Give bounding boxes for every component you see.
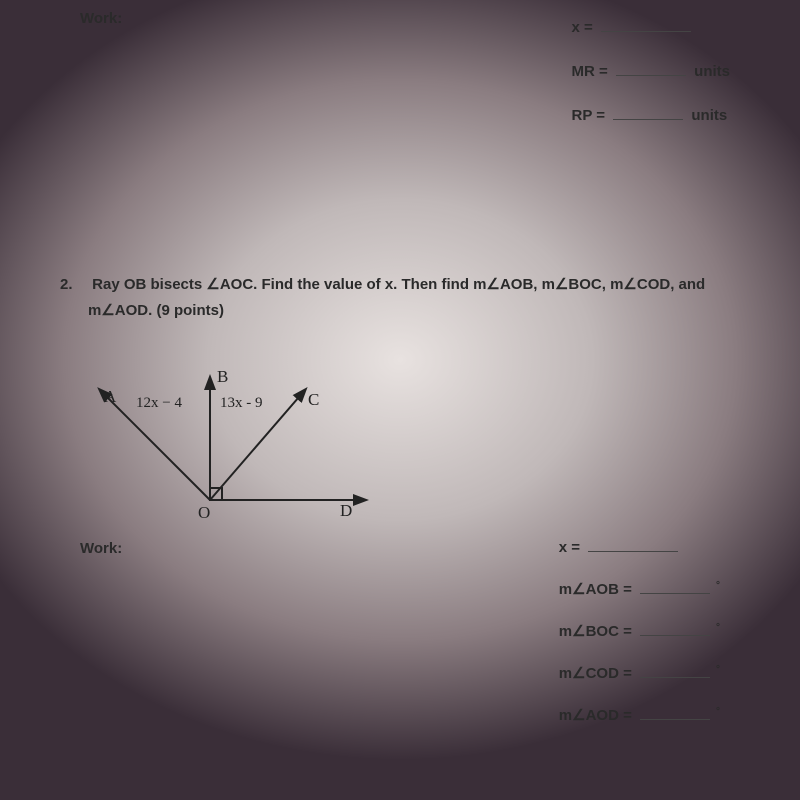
answer2-x-row: x = bbox=[559, 540, 720, 555]
deg-icon: ° bbox=[716, 706, 720, 717]
top-answers-block: x = MR = units RP = units bbox=[572, 10, 730, 142]
label-o: O bbox=[198, 503, 210, 522]
problem-line2: m∠AOD. (9 points) bbox=[88, 302, 224, 319]
answer2-x-label: x = bbox=[559, 539, 580, 556]
deg-icon: ° bbox=[716, 622, 720, 633]
answer-x-label: x = bbox=[572, 19, 593, 36]
work-label-bottom: Work: bbox=[80, 540, 122, 557]
bottom-answers-block: x = m∠AOB = ° m∠BOC = ° m∠COD = ° m∠AOD … bbox=[559, 540, 720, 749]
problem-2: 2. Ray OB bisects ∠AOC. Find the value o… bbox=[60, 272, 740, 323]
answer-rp-blank bbox=[613, 119, 683, 120]
answer-rp-units: units bbox=[691, 107, 727, 124]
answer2-aob-blank bbox=[640, 593, 710, 594]
deg-icon: ° bbox=[716, 580, 720, 591]
answer-x-blank bbox=[601, 31, 691, 32]
expr-right: 13x - 9 bbox=[220, 395, 263, 411]
answer2-boc-row: m∠BOC = ° bbox=[559, 623, 720, 639]
answer2-aob-row: m∠AOB = ° bbox=[559, 581, 720, 597]
answer2-boc-label: m∠BOC = bbox=[559, 623, 632, 640]
deg-icon: ° bbox=[716, 664, 720, 675]
answer2-boc-blank bbox=[640, 635, 710, 636]
answer-mr-units: units bbox=[694, 63, 730, 80]
answer2-cod-blank bbox=[640, 677, 710, 678]
answer2-aod-label: m∠AOD = bbox=[559, 707, 632, 724]
angle-diagram: A B C D O 12x − 4 13x - 9 bbox=[80, 360, 400, 530]
label-a: A bbox=[104, 387, 117, 406]
problem-line1: Ray OB bisects ∠AOC. Find the value of x… bbox=[92, 276, 705, 293]
label-d: D bbox=[340, 501, 352, 520]
label-b: B bbox=[217, 367, 228, 386]
answer-mr-row: MR = units bbox=[572, 54, 730, 90]
expr-left: 12x − 4 bbox=[136, 395, 182, 411]
answer2-cod-label: m∠COD = bbox=[559, 665, 632, 682]
answer2-cod-row: m∠COD = ° bbox=[559, 665, 720, 681]
answer2-aod-row: m∠AOD = ° bbox=[559, 707, 720, 723]
answer-rp-label: RP = bbox=[572, 107, 606, 124]
problem-number: 2. bbox=[60, 272, 88, 298]
label-c: C bbox=[308, 390, 319, 409]
answer-mr-blank bbox=[616, 75, 686, 76]
answer2-aod-blank bbox=[640, 719, 710, 720]
answer-x-row: x = bbox=[572, 10, 730, 46]
work-label-top: Work: bbox=[80, 10, 122, 27]
answer2-aob-label: m∠AOB = bbox=[559, 581, 632, 598]
answer-rp-row: RP = units bbox=[572, 98, 730, 134]
answer2-x-blank bbox=[588, 551, 678, 552]
answer-mr-label: MR = bbox=[572, 63, 608, 80]
